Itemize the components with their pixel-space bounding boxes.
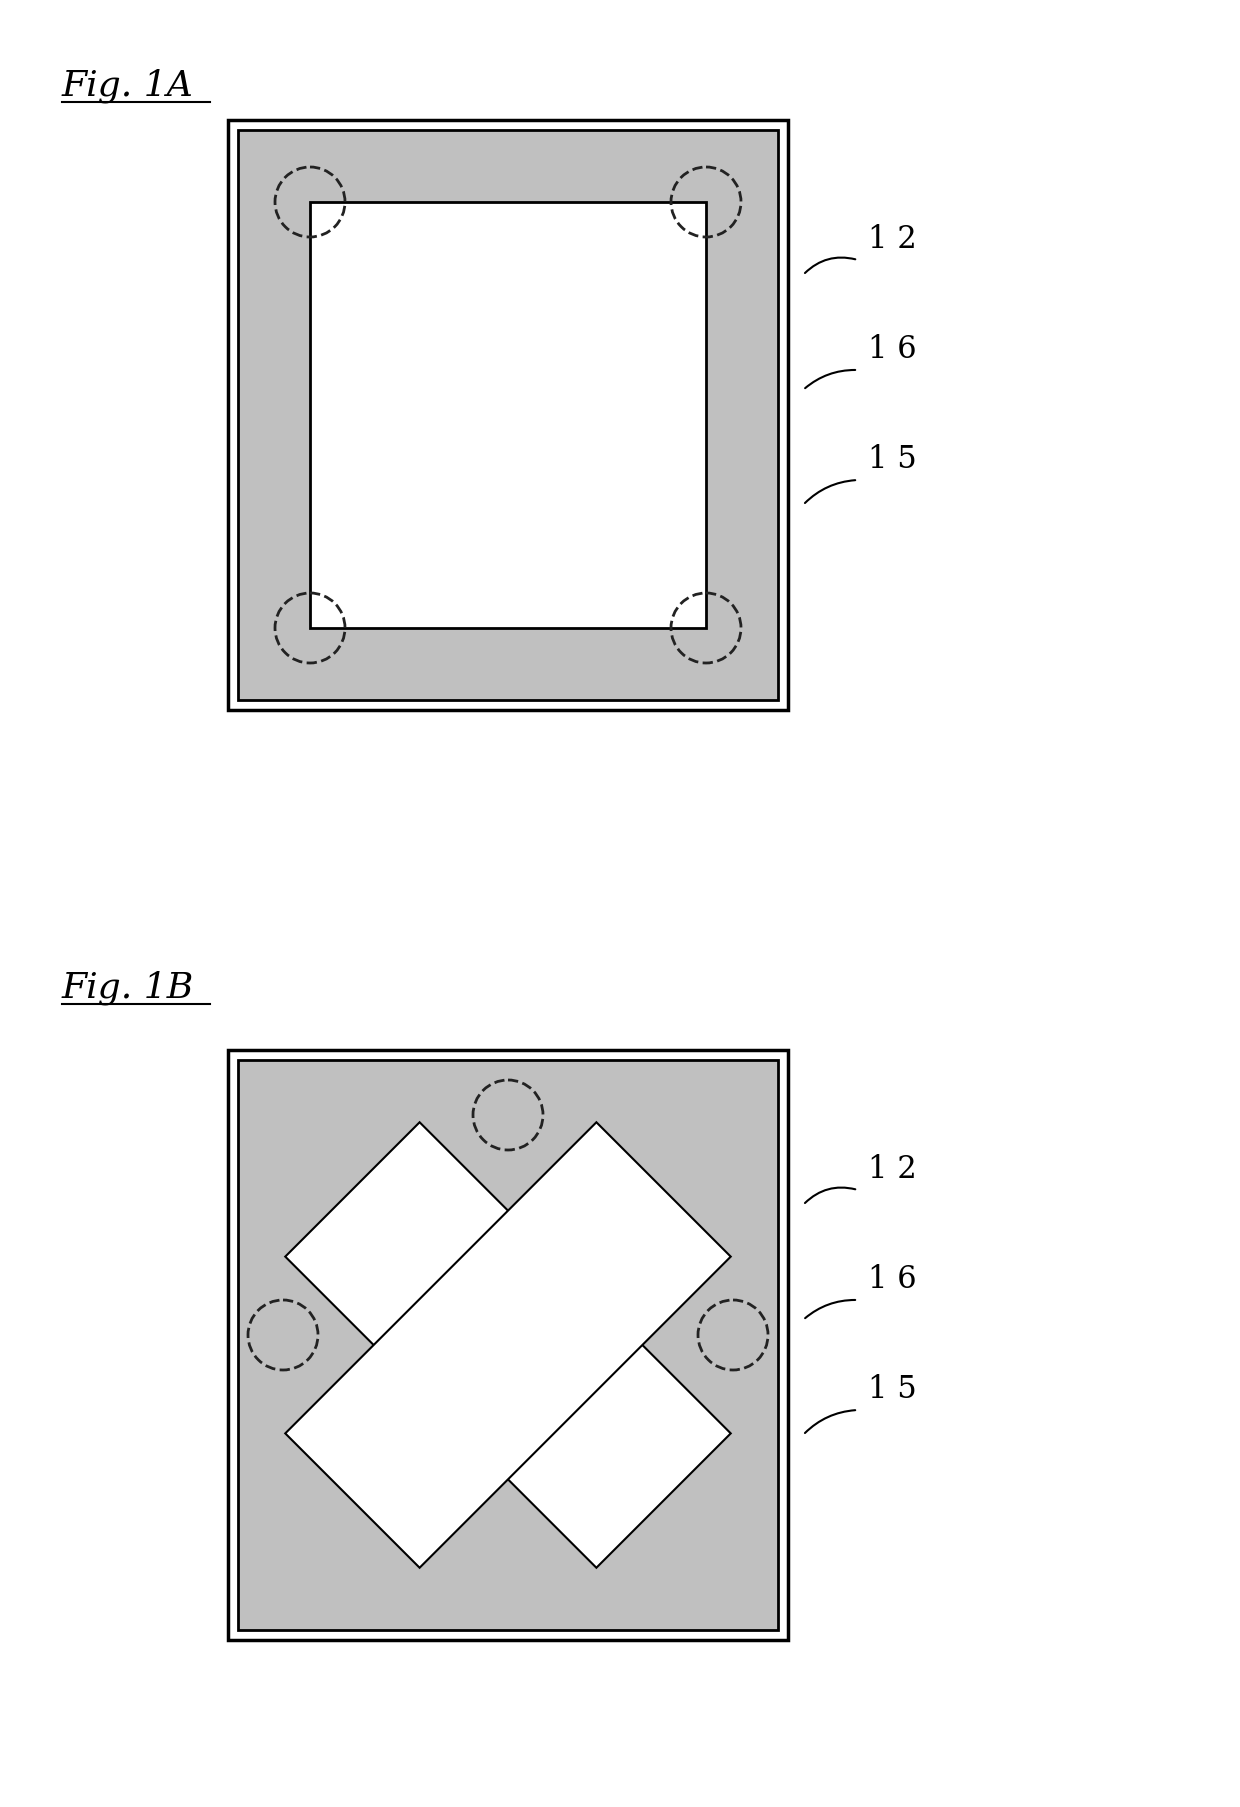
Text: Fig. 1A: Fig. 1A bbox=[62, 69, 193, 103]
Polygon shape bbox=[285, 1122, 730, 1568]
Text: 1 2: 1 2 bbox=[868, 1155, 916, 1185]
Text: 1 2: 1 2 bbox=[868, 224, 916, 255]
Text: Fig. 1B: Fig. 1B bbox=[62, 970, 195, 1005]
Polygon shape bbox=[285, 1122, 730, 1568]
Text: 1 5: 1 5 bbox=[868, 445, 916, 475]
Bar bbox=[310, 202, 706, 629]
Bar bbox=[238, 1061, 777, 1630]
Text: 1 6: 1 6 bbox=[868, 334, 916, 365]
Bar bbox=[228, 119, 787, 710]
Text: 1 6: 1 6 bbox=[868, 1265, 916, 1296]
Bar bbox=[238, 130, 777, 699]
Bar bbox=[228, 1050, 787, 1641]
Text: 1 5: 1 5 bbox=[868, 1373, 916, 1406]
